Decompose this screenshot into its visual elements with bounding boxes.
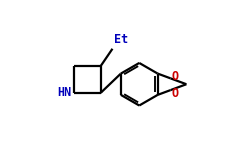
Text: HN: HN [57,86,72,99]
Text: O: O [172,87,179,100]
Text: O: O [172,70,179,83]
Text: Et: Et [114,33,128,46]
